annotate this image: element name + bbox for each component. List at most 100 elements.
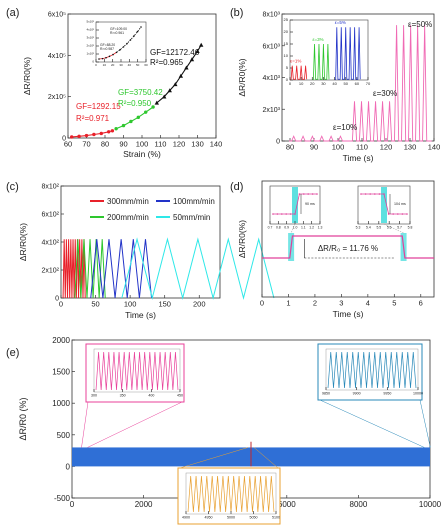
panel-c-y-tick-label: 8x10² — [41, 184, 59, 191]
panel-a-inset-point — [133, 35, 135, 37]
panel-a-inset-point — [112, 53, 114, 56]
panel-b-signal-line — [289, 25, 432, 142]
panel-d-inset-x-tick-label: 0.8 — [276, 225, 281, 229]
panel-d: (d) 0 1 2 3 4 5 6 Time (s) ΔR/R0(%) ΔR/R₀ = 11.76 … — [230, 180, 435, 319]
panel-d-inset-point — [387, 213, 390, 215]
panel-c-x-tick-label: 100 — [124, 300, 137, 309]
panel-d-inset-point — [294, 213, 296, 215]
panel-d-inset-point — [374, 193, 376, 195]
panel-c-series-line — [74, 239, 106, 299]
panel-b-x-tick-label: 120 — [380, 143, 393, 152]
panel-d-inset-point — [406, 213, 408, 215]
panel-d-inset-x-tick-label: 5.8 — [408, 225, 413, 229]
panel-d-inset-point — [307, 193, 310, 195]
panel-a-point — [99, 131, 104, 136]
panel-d-inset-point — [281, 213, 283, 215]
panel-a-x-axis-label: Strain (%) — [123, 149, 161, 159]
panel-a-point — [195, 49, 200, 53]
panel-b-y-tick-label: 8x10³ — [262, 12, 280, 19]
panel-e-y-tick-label: 2000 — [52, 336, 70, 345]
panel-d-inset-x-tick-label: 5.4 — [366, 225, 371, 229]
panel-a-point — [107, 130, 111, 134]
panel-e-y-tick-label: 500 — [57, 431, 71, 440]
panel-d-x-tick-label: 4 — [366, 299, 370, 308]
panel-e-inset-frame — [85, 343, 185, 403]
panel-e-inset-x-tick-label: 350 — [120, 394, 126, 398]
panel-a-point — [178, 73, 184, 78]
panel-e-inset-x-tick-label: 10000 — [413, 392, 423, 396]
panel-a-inset-y-tick-label: 5x10³ — [86, 20, 94, 24]
panel-b-inset-legend: ε=1% — [290, 59, 301, 64]
panel-b-x-tick-label: 110 — [356, 143, 368, 152]
panel-d-frame — [261, 180, 435, 298]
panel-a-inset-y-tick-label: 1x10³ — [86, 52, 94, 56]
panel-c: (c) 0 50 100 150 200 0 2x10² 4x10² 6x10² 8x10² Time… — [6, 181, 275, 320]
panel-a-inset-point — [126, 42, 128, 45]
panel-b-inset-x-tick-label: 50 — [343, 81, 348, 86]
panel-d-inset-x-tick-label: 5.6 — [387, 225, 392, 229]
panel-a-inset-label: GF=88.20 — [100, 43, 115, 47]
panel-e: (e)0200040006000800010000-50005001000150… — [6, 336, 442, 525]
panel-a-annotation: GF=12172.46 — [150, 48, 200, 57]
panel-e-inset-x-tick-label: 300 — [91, 394, 97, 398]
panel-b-inset-y-tick-label: 15 — [284, 41, 289, 46]
panel-e-y-tick-label: 0 — [66, 462, 71, 471]
panel-a-annotation: GF=1292.15 — [76, 102, 121, 111]
panel-d-x-tick-label: 3 — [339, 299, 343, 308]
panel-b-x-tick-label: 100 — [332, 143, 345, 152]
panel-a-point — [77, 134, 81, 139]
panel-d-inset-point — [397, 213, 399, 215]
panel-b-x-tick-label: 140 — [428, 143, 441, 152]
panel-a-point — [154, 100, 159, 105]
panel-a-inset-label: R²=0.987 — [100, 47, 114, 51]
panel-d-inset-point — [272, 213, 274, 215]
panel-a-y-tick-label: 6x10⁵ — [48, 12, 66, 19]
panel-b-x-tick-label: 80 — [286, 143, 294, 152]
panel-a-y-tick-label: 0 — [62, 136, 66, 143]
panel-b-inset-legend: ε=5% — [335, 20, 346, 25]
panel-a-inset-y-tick-label: 3x10³ — [86, 36, 94, 40]
panel-a: (a)60 70 80 90 100 110 120 130 14002x10⁵4x10⁵6x1… — [6, 7, 222, 159]
panel-d-inset-point — [289, 213, 292, 215]
panel-a-x-tick-label: 110 — [155, 140, 167, 149]
panel-a-inset-y-tick-label: 0 — [92, 60, 94, 64]
panel-a-inset-point — [136, 30, 139, 33]
panel-e-inset-plot-frame — [93, 348, 181, 393]
panel-e-inset-x-tick-label: 5050 — [250, 516, 258, 520]
panel-a-x-tick-label: 130 — [191, 140, 204, 149]
panel-a-inset-x-tick-label: 40 — [128, 63, 132, 67]
panel-b-inset-x-tick-label: 70 — [366, 81, 371, 86]
panel-c-x-tick-label: 0 — [59, 300, 63, 309]
panel-d-label: (d) — [230, 181, 243, 193]
panel-e-x-tick-label: 8000 — [350, 500, 368, 509]
panel-b-inset-x-tick-label: 20 — [310, 81, 315, 86]
panel-d-inset-duration: 104 ms — [394, 202, 406, 206]
panel-b-inset-x-tick-label: 0 — [289, 81, 292, 86]
panel-c-series-line — [62, 239, 86, 299]
panel-a-inset-point — [108, 55, 111, 58]
panel-d-inset-point — [401, 213, 404, 215]
panel-d-inset-x-tick-label: 1.3 — [318, 225, 323, 229]
panel-a-x-tick-label: 70 — [82, 140, 90, 149]
panel-c-legend-label: 200mm/min — [107, 213, 149, 222]
panel-b-inset-y-tick-label: 25 — [284, 17, 289, 22]
panel-b-y-tick-label: 0 — [276, 139, 280, 146]
panel-d-annotation: ΔR/R₀ = 11.76 % — [318, 244, 378, 253]
panel-b: (b)80 90 100 110 120 130 14002x10³4x10³6x10³8x… — [230, 7, 440, 163]
panel-a-x-tick-label: 100 — [136, 140, 149, 149]
panel-d-inset-point — [383, 193, 385, 195]
panel-b-annotation: ε=30% — [373, 89, 397, 98]
panel-e-zoom-line — [87, 401, 183, 448]
panel-e-inset-x-tick-label: 4950 — [205, 516, 213, 520]
panel-d-signal-line — [262, 235, 434, 259]
panel-b-x-tick-label: 90 — [310, 143, 318, 152]
panel-a-point — [129, 119, 133, 124]
panel-d-inset-x-tick-label: 5.7 — [397, 225, 402, 229]
panel-a-inset-point — [140, 26, 142, 28]
panel-e-y-tick-label: -500 — [54, 494, 71, 503]
panel-a-point — [92, 132, 96, 137]
panel-a-point — [70, 135, 74, 139]
panel-e-y-tick-label: 1500 — [52, 368, 70, 377]
panel-a-inset-x-tick-label: 50 — [136, 63, 140, 67]
panel-a-inset-y-tick-label: 2x10³ — [86, 44, 94, 48]
